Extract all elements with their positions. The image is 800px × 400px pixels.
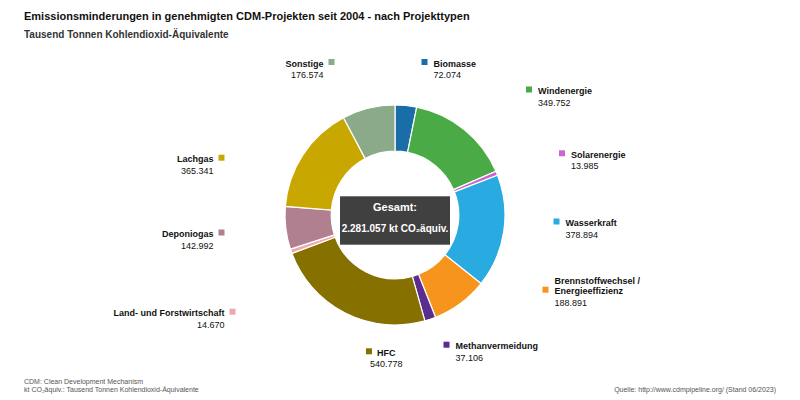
- label-value: 14.670: [197, 320, 225, 330]
- subtitle: Tausend Tonnen Kohlendioxid-Äquivalente: [24, 28, 229, 40]
- label-name: Methanvermeidung: [456, 341, 539, 351]
- label-name-line: Solarenergie: [571, 150, 626, 160]
- legend-swatch: [366, 348, 372, 354]
- slice: [344, 105, 395, 159]
- legend-swatch: [219, 230, 225, 236]
- label-name-line: Sonstige: [285, 59, 323, 69]
- label-value: 72.074: [434, 70, 462, 80]
- title: Emissionsminderungen in genehmigten CDM-…: [24, 10, 470, 22]
- label-name: Deponiogas: [162, 229, 214, 239]
- label-name: Land- und Forstwirtschaft: [114, 308, 225, 318]
- label-name-line: Biomasse: [434, 59, 477, 69]
- legend-swatch: [329, 59, 335, 65]
- slice: [285, 206, 334, 249]
- center-label: 2.281.057 kt CO₂äquiv.: [342, 223, 449, 234]
- label-name-line: Energieeffizienz: [555, 286, 624, 296]
- label-name-line: Deponiogas: [162, 229, 214, 239]
- label-value: 37.106: [456, 353, 484, 363]
- legend-swatch: [554, 219, 560, 225]
- legend-swatch: [526, 87, 532, 93]
- label-value: 188.891: [555, 298, 588, 308]
- label-value: 142.992: [181, 241, 214, 251]
- label-value: 365.341: [181, 166, 214, 176]
- label-name: Solarenergie: [571, 150, 626, 160]
- label-name-line: Lachgas: [177, 154, 214, 164]
- chart: Emissionsminderungen in genehmigten CDM-…: [0, 0, 800, 400]
- label-value: 13.985: [571, 161, 599, 171]
- labels: Biomasse72.074 Windenergie 349.752 Solarene…: [114, 59, 641, 370]
- label-name-line: Windenergie: [538, 86, 592, 96]
- label-value: 176.574: [291, 70, 324, 80]
- label-name-line: HFC: [377, 348, 396, 358]
- label-name: Brennstoffwechsel /Energieeffizienz: [555, 276, 641, 297]
- label-name: Wasserkraft: [566, 218, 617, 228]
- label-name: Biomasse: [434, 59, 477, 69]
- label-name-line: Land- und Forstwirtschaft: [114, 308, 225, 318]
- legend-swatch: [422, 59, 428, 65]
- label-name-line: Brennstoffwechsel /: [555, 276, 641, 286]
- donut: [285, 105, 505, 325]
- label-name: HFC: [377, 348, 396, 358]
- legend-swatch: [559, 150, 565, 156]
- label-value: 378.894: [566, 230, 599, 240]
- footnote: Quelle: http://www.cdmpipeline.org/ (Sta…: [614, 386, 776, 394]
- legend-swatch: [230, 309, 236, 315]
- label-value: 540.778: [370, 359, 403, 369]
- label-name-line: Methanvermeidung: [456, 341, 539, 351]
- legend-swatch: [543, 287, 549, 293]
- footnote: CDM: Clean Development Mechanismkt CO₂äq…: [24, 378, 199, 394]
- footnote-line: CDM: Clean Development Mechanism: [24, 378, 143, 386]
- label-value: 349.752: [538, 98, 571, 108]
- legend-swatch: [219, 155, 225, 161]
- label-name: Lachgas: [177, 154, 214, 164]
- label-name: Sonstige: [285, 59, 323, 69]
- center-label: Gesamt:: [373, 201, 417, 213]
- footnote-line: kt CO₂äquiv.: Tausend Tonnen Kohlendioxi…: [24, 386, 199, 394]
- footnote-line: Quelle: http://www.cdmpipeline.org/ (Sta…: [614, 386, 776, 394]
- label-name: Windenergie: [538, 86, 592, 96]
- slice: [292, 237, 425, 325]
- legend-swatch: [444, 342, 450, 348]
- label-name-line: Wasserkraft: [566, 218, 617, 228]
- center-box: [340, 196, 450, 244]
